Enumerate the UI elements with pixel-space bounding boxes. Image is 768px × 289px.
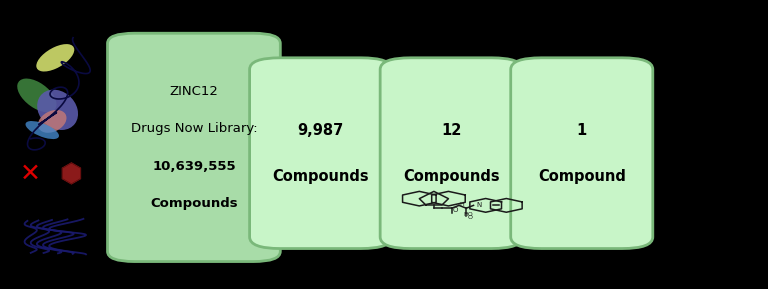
Text: H: H bbox=[459, 203, 464, 208]
Text: Compounds: Compounds bbox=[150, 197, 238, 210]
Ellipse shape bbox=[36, 44, 74, 71]
Text: Compound: Compound bbox=[538, 169, 626, 184]
FancyBboxPatch shape bbox=[250, 58, 392, 249]
Text: 10,639,555: 10,639,555 bbox=[152, 160, 236, 173]
Text: O: O bbox=[468, 215, 472, 220]
FancyBboxPatch shape bbox=[380, 58, 522, 249]
Text: O: O bbox=[453, 208, 458, 214]
Text: 1: 1 bbox=[577, 123, 587, 138]
Text: 12: 12 bbox=[441, 123, 462, 138]
FancyBboxPatch shape bbox=[511, 58, 653, 249]
Ellipse shape bbox=[37, 90, 78, 130]
Text: Compounds: Compounds bbox=[273, 169, 369, 184]
Text: 9,987: 9,987 bbox=[297, 123, 344, 138]
Text: ✕: ✕ bbox=[20, 161, 41, 186]
FancyBboxPatch shape bbox=[108, 33, 280, 262]
Text: Compounds: Compounds bbox=[403, 169, 499, 184]
Text: Drugs Now Library:: Drugs Now Library: bbox=[131, 122, 257, 135]
Ellipse shape bbox=[38, 110, 67, 133]
Polygon shape bbox=[62, 163, 81, 184]
Text: HO: HO bbox=[463, 212, 473, 217]
Text: ZINC12: ZINC12 bbox=[170, 85, 218, 97]
Text: N: N bbox=[476, 201, 482, 208]
Ellipse shape bbox=[17, 79, 57, 112]
Ellipse shape bbox=[25, 121, 59, 139]
